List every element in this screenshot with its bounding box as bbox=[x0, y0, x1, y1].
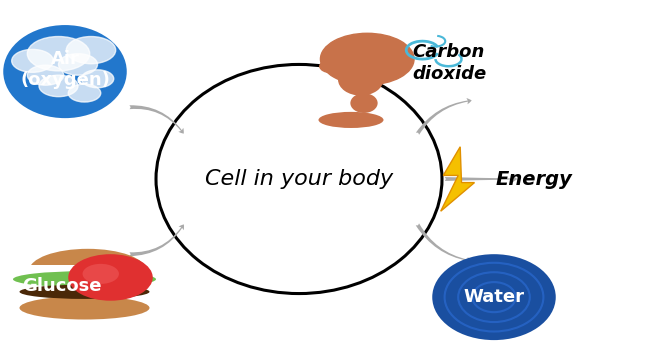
Circle shape bbox=[83, 264, 119, 284]
Text: Cell in your body: Cell in your body bbox=[205, 169, 393, 189]
Text: Glucose: Glucose bbox=[22, 277, 101, 295]
Text: Energy: Energy bbox=[495, 169, 572, 189]
Circle shape bbox=[66, 37, 116, 64]
Ellipse shape bbox=[3, 25, 127, 118]
Bar bbox=[26, 265, 169, 279]
Circle shape bbox=[39, 75, 78, 97]
Ellipse shape bbox=[20, 296, 150, 320]
Ellipse shape bbox=[20, 285, 150, 299]
Circle shape bbox=[12, 49, 53, 72]
Text: Water: Water bbox=[463, 288, 525, 306]
Ellipse shape bbox=[156, 64, 442, 294]
Circle shape bbox=[68, 84, 101, 102]
Ellipse shape bbox=[318, 112, 384, 128]
Circle shape bbox=[68, 254, 153, 301]
Text: Carbon
dioxide: Carbon dioxide bbox=[413, 43, 487, 83]
Polygon shape bbox=[441, 147, 474, 211]
Circle shape bbox=[58, 54, 98, 75]
Text: Air
(oxygen): Air (oxygen) bbox=[20, 50, 110, 89]
Circle shape bbox=[27, 65, 64, 85]
Ellipse shape bbox=[350, 93, 378, 113]
Ellipse shape bbox=[432, 254, 556, 340]
Ellipse shape bbox=[338, 63, 384, 96]
Circle shape bbox=[81, 70, 114, 88]
Circle shape bbox=[320, 33, 414, 85]
Ellipse shape bbox=[29, 249, 146, 292]
Circle shape bbox=[27, 37, 90, 71]
Circle shape bbox=[320, 60, 343, 73]
Ellipse shape bbox=[13, 271, 156, 287]
